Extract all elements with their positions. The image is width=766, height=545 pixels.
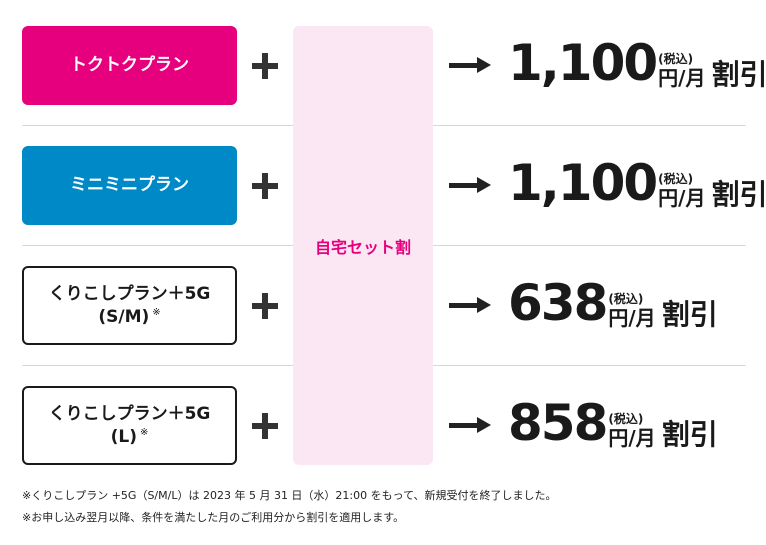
tax-label: (税込) xyxy=(658,171,694,186)
plan-label: トクトクプラン xyxy=(70,55,189,76)
discount-word: 割引 xyxy=(661,418,718,451)
price-unit: 円/月 xyxy=(658,186,706,210)
plan-size-line: (L) ※ xyxy=(111,426,149,449)
arrow-right-icon xyxy=(449,417,491,433)
note-mark: ※ xyxy=(139,426,149,438)
price-amount: 638 xyxy=(508,274,608,332)
discount-word: 割引 xyxy=(661,298,718,331)
price-amount: 858 xyxy=(508,394,608,452)
plan-size: (L) xyxy=(110,426,137,447)
price-amount: 1,100 xyxy=(508,34,658,92)
plan-label: くりこしプラン＋5G xyxy=(48,403,211,424)
tax-label: (税込) xyxy=(608,291,644,306)
discount-label: 自宅セット割 xyxy=(314,237,411,257)
price-unit: 円/月 xyxy=(608,306,656,330)
discount-word: 割引 xyxy=(711,178,766,211)
plus-icon xyxy=(252,413,278,439)
arrow-right-icon xyxy=(449,177,491,193)
plus-icon xyxy=(252,53,278,79)
discount-word: 割引 xyxy=(711,58,766,91)
plan-minimini: ミニミニプラン xyxy=(22,146,237,225)
plus-icon xyxy=(252,293,278,319)
plus-icon xyxy=(252,173,278,199)
discount-price: 1,100 (税込) 円/月 割引 xyxy=(508,154,766,212)
footnote: ※お申し込み翌月以降、条件を満たした月のご利用分から割引を適用します。 xyxy=(22,511,405,524)
tax-label: (税込) xyxy=(608,411,644,426)
discount-price: 1,100 (税込) 円/月 割引 xyxy=(508,34,766,92)
plan-size: (S/M) xyxy=(98,306,150,327)
plan-kurikoshi-l: くりこしプラン＋5G (L) ※ xyxy=(22,386,237,465)
plan-label: ミニミニプラン xyxy=(70,175,189,196)
arrow-right-icon xyxy=(449,297,491,313)
discount-price: 858 (税込) 円/月 割引 xyxy=(508,394,718,452)
arrow-right-icon xyxy=(449,57,491,73)
plan-kurikoshi-sm: くりこしプラン＋5G (S/M) ※ xyxy=(22,266,237,345)
price-unit: 円/月 xyxy=(658,66,706,90)
note-mark: ※ xyxy=(152,306,161,318)
price-amount: 1,100 xyxy=(508,154,658,212)
home-set-discount-box: 自宅セット割 xyxy=(293,26,433,465)
plan-size-line: (S/M) ※ xyxy=(98,306,160,329)
price-unit: 円/月 xyxy=(608,426,656,450)
plan-tokutoku: トクトクプラン xyxy=(22,26,237,105)
footnote: ※くりこしプラン +5G（S/M/L）は 2023 年 5 月 31 日（水）2… xyxy=(22,489,557,502)
discount-price: 638 (税込) 円/月 割引 xyxy=(508,274,718,332)
tax-label: (税込) xyxy=(658,51,694,66)
plan-label: くりこしプラン＋5G xyxy=(48,283,211,304)
